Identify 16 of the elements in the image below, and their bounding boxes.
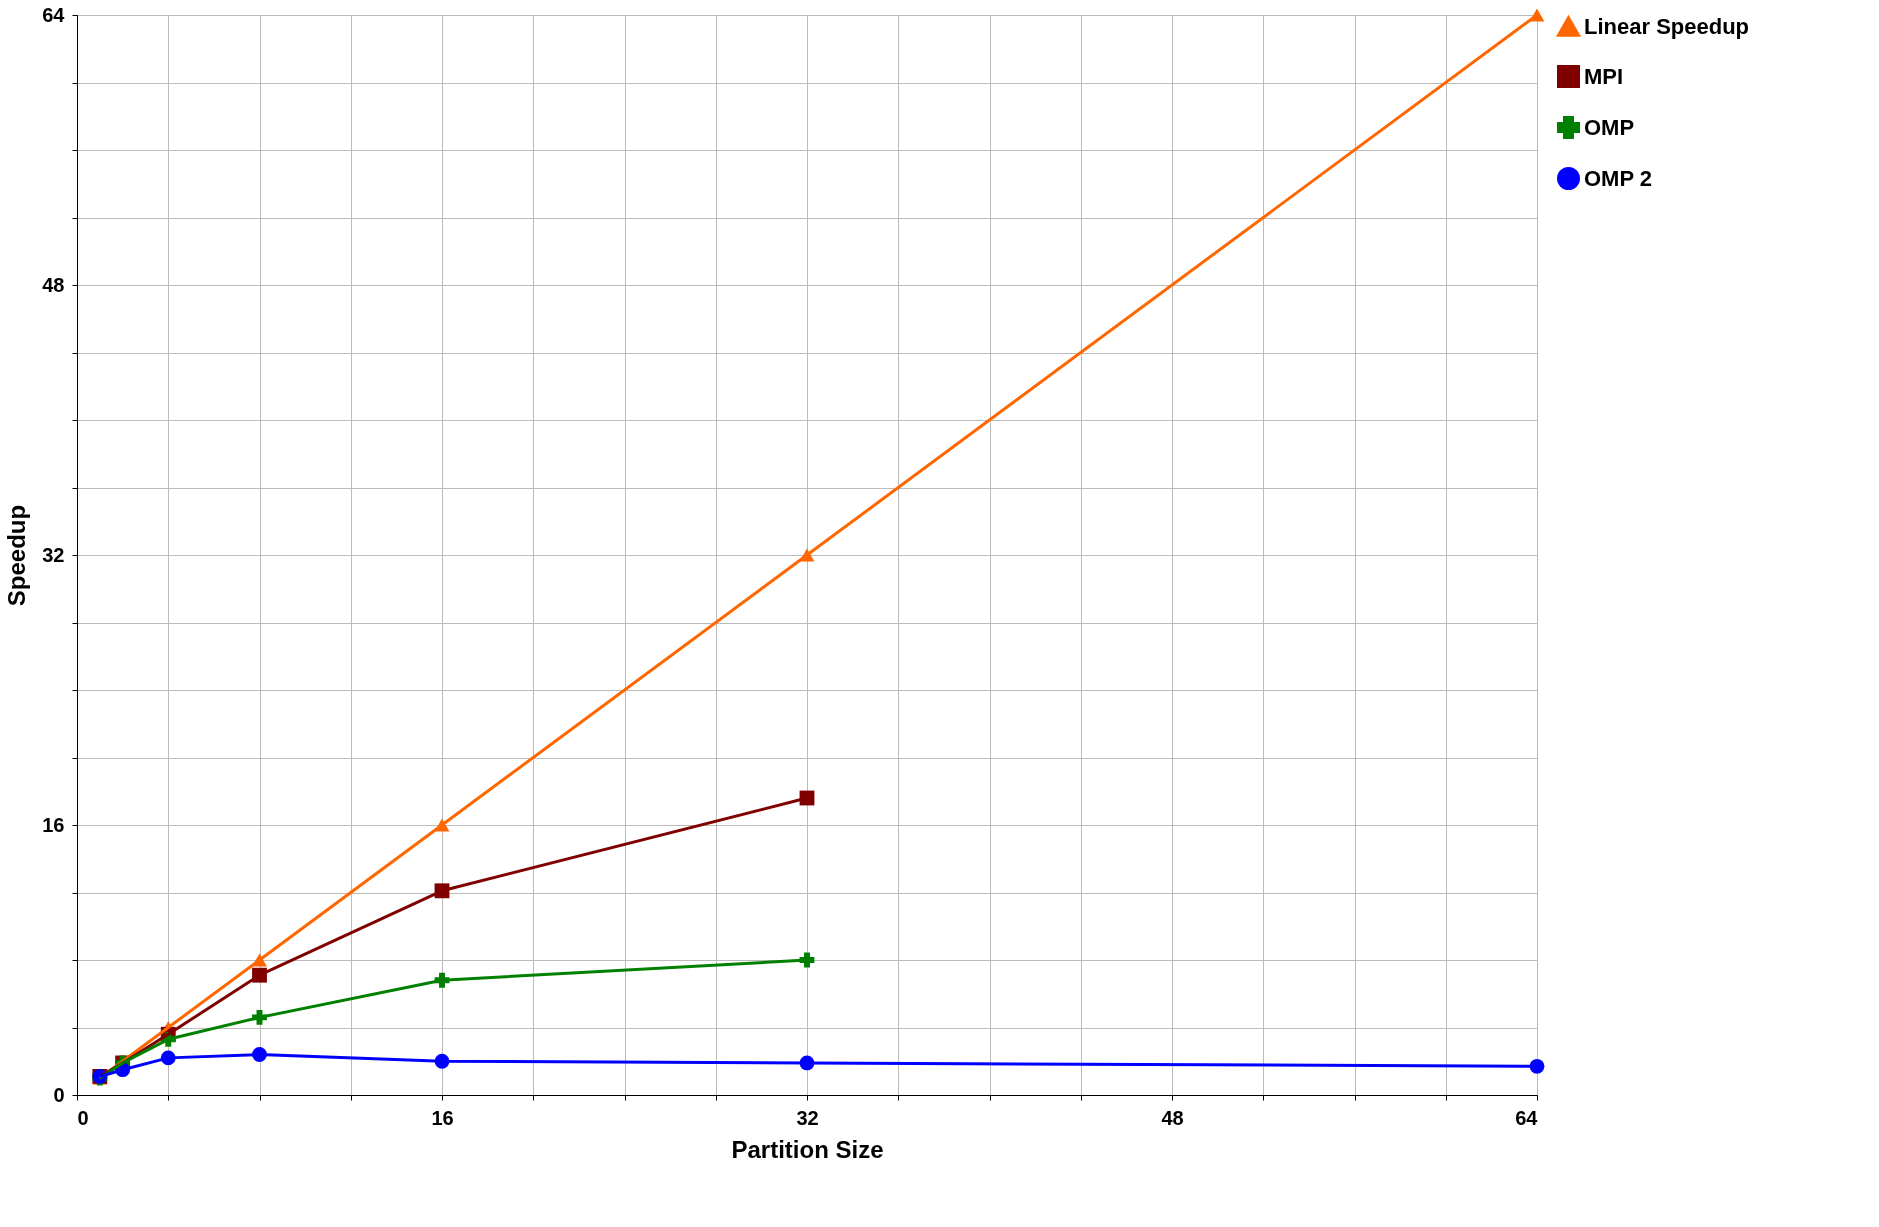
y-axis-title: Speedup (3, 504, 31, 607)
legend-label: MPI (1584, 63, 1624, 89)
x-tick-label: 64 (1515, 1106, 1539, 1129)
x-axis-title: Partition Size (731, 1135, 884, 1163)
y-tick-label: 16 (42, 813, 65, 836)
legend-label: OMP (1584, 114, 1635, 140)
y-tick-label: 48 (42, 273, 65, 296)
y-tick-label: 0 (53, 1083, 65, 1106)
x-tick-label: 16 (431, 1106, 454, 1129)
y-tick-label: 32 (42, 543, 65, 566)
legend-label: OMP 2 (1584, 165, 1653, 191)
legend-label: Linear Speedup (1584, 13, 1750, 39)
x-tick-label: 32 (796, 1106, 819, 1129)
y-tick-label: 64 (42, 3, 66, 26)
x-tick-label: 0 (77, 1106, 89, 1129)
x-tick-label: 48 (1161, 1106, 1184, 1129)
